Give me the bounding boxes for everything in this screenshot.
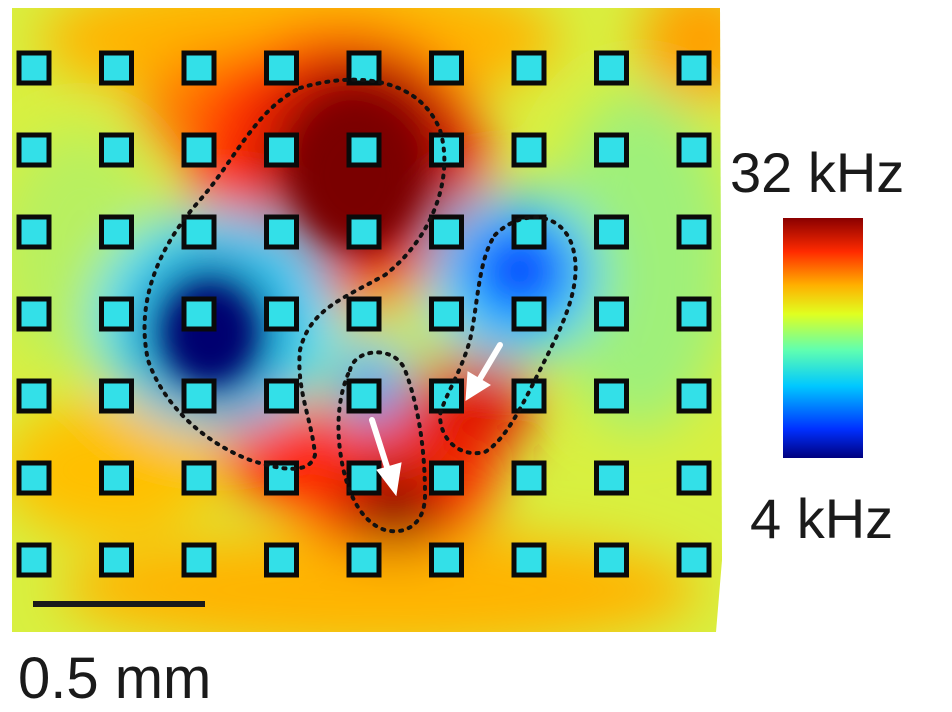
electrode-r4-c7 (511, 296, 547, 332)
electrode-r1-c9 (676, 50, 712, 86)
green-patch-right (550, 90, 722, 430)
electrode-r6-c3 (181, 460, 217, 496)
electrode-r5-c8 (594, 378, 629, 414)
arrows (369, 342, 503, 497)
electrode-r2-c1 (16, 132, 52, 168)
outline-right-region (437, 215, 578, 456)
electrode-r7-c3 (181, 542, 217, 578)
electrode-r5-c3 (181, 378, 217, 414)
arrow-center-down (369, 417, 402, 497)
electrode-r1-c6 (429, 50, 464, 86)
colorbar-max-label: 32 kHz (730, 141, 904, 204)
colorbar-min-label: 4 kHz (750, 487, 893, 550)
electrode-r1-c4 (264, 50, 299, 86)
electrode-r2-c7 (511, 132, 547, 168)
electrode-r6-c1 (16, 460, 52, 496)
electrode-r4-c5 (346, 296, 382, 332)
electrode-r2-c6 (429, 132, 464, 168)
electrode-r3-c8 (594, 214, 629, 250)
electrode-r6-c5 (346, 460, 382, 496)
electrode-r1-c5 (346, 50, 382, 86)
electrode-r4-c8 (594, 296, 629, 332)
electrode-r6-c7 (511, 460, 547, 496)
scale-bar-line (33, 601, 205, 607)
electrode-r5-c5 (346, 378, 382, 414)
electrode-r5-c9 (676, 378, 712, 414)
electrode-r4-c3 (181, 296, 217, 332)
dark-red-core (295, 105, 415, 245)
scale-bar-label: 0.5 mm (18, 646, 211, 711)
electrode-r3-c1 (16, 214, 52, 250)
electrode-r2-c5 (346, 132, 382, 168)
electrode-r4-c6 (429, 296, 464, 332)
electrode-r7-c4 (264, 542, 299, 578)
electrode-r4-c4 (264, 296, 299, 332)
electrode-r7-c8 (594, 542, 629, 578)
electrode-r1-c2 (99, 50, 134, 86)
electrode-r6-c2 (99, 460, 134, 496)
electrode-r7-c5 (346, 542, 382, 578)
orange-patch-right-top (640, 8, 722, 100)
electrode-r7-c7 (511, 542, 547, 578)
electrode-r1-c7 (511, 50, 547, 86)
electrode-r3-c9 (676, 214, 712, 250)
electrode-r7-c6 (429, 542, 464, 578)
electrode-r3-c5 (346, 214, 382, 250)
electrode-r1-c1 (16, 50, 52, 86)
electrode-r3-c4 (264, 214, 299, 250)
electrode-r5-c2 (99, 378, 134, 414)
electrode-r2-c3 (181, 132, 217, 168)
electrode-r2-c4 (264, 132, 299, 168)
electrode-r5-c4 (264, 378, 299, 414)
electrode-r7-c9 (676, 542, 712, 578)
electrode-r2-c2 (99, 132, 134, 168)
electrode-r6-c6 (429, 460, 464, 496)
electrode-r4-c2 (99, 296, 134, 332)
electrode-r5-c7 (511, 378, 547, 414)
electrode-r3-c2 (99, 214, 134, 250)
electrode-grid (16, 50, 712, 578)
arrow-right-down (465, 342, 503, 401)
electrode-r4-c9 (676, 296, 712, 332)
electrode-r6-c9 (676, 460, 712, 496)
outline-left-region (142, 77, 447, 471)
colorbar-gradient (783, 218, 863, 458)
outline-center-region (336, 350, 428, 534)
electrode-r1-c3 (181, 50, 217, 86)
electrode-r1-c8 (594, 50, 629, 86)
electrode-r2-c9 (676, 132, 712, 168)
region-outlines (142, 77, 578, 534)
electrode-r5-c1 (16, 378, 52, 414)
electrode-r7-c2 (99, 542, 134, 578)
electrode-r4-c1 (16, 296, 52, 332)
electrode-r3-c6 (429, 214, 464, 250)
electrode-r7-c1 (16, 542, 52, 578)
scale-bar: 0.5 mm (18, 601, 211, 711)
colorbar: 32 kHz 4 kHz (730, 141, 904, 550)
electrode-r6-c8 (594, 460, 629, 496)
electrode-r3-c3 (181, 214, 217, 250)
electrode-r2-c8 (594, 132, 629, 168)
